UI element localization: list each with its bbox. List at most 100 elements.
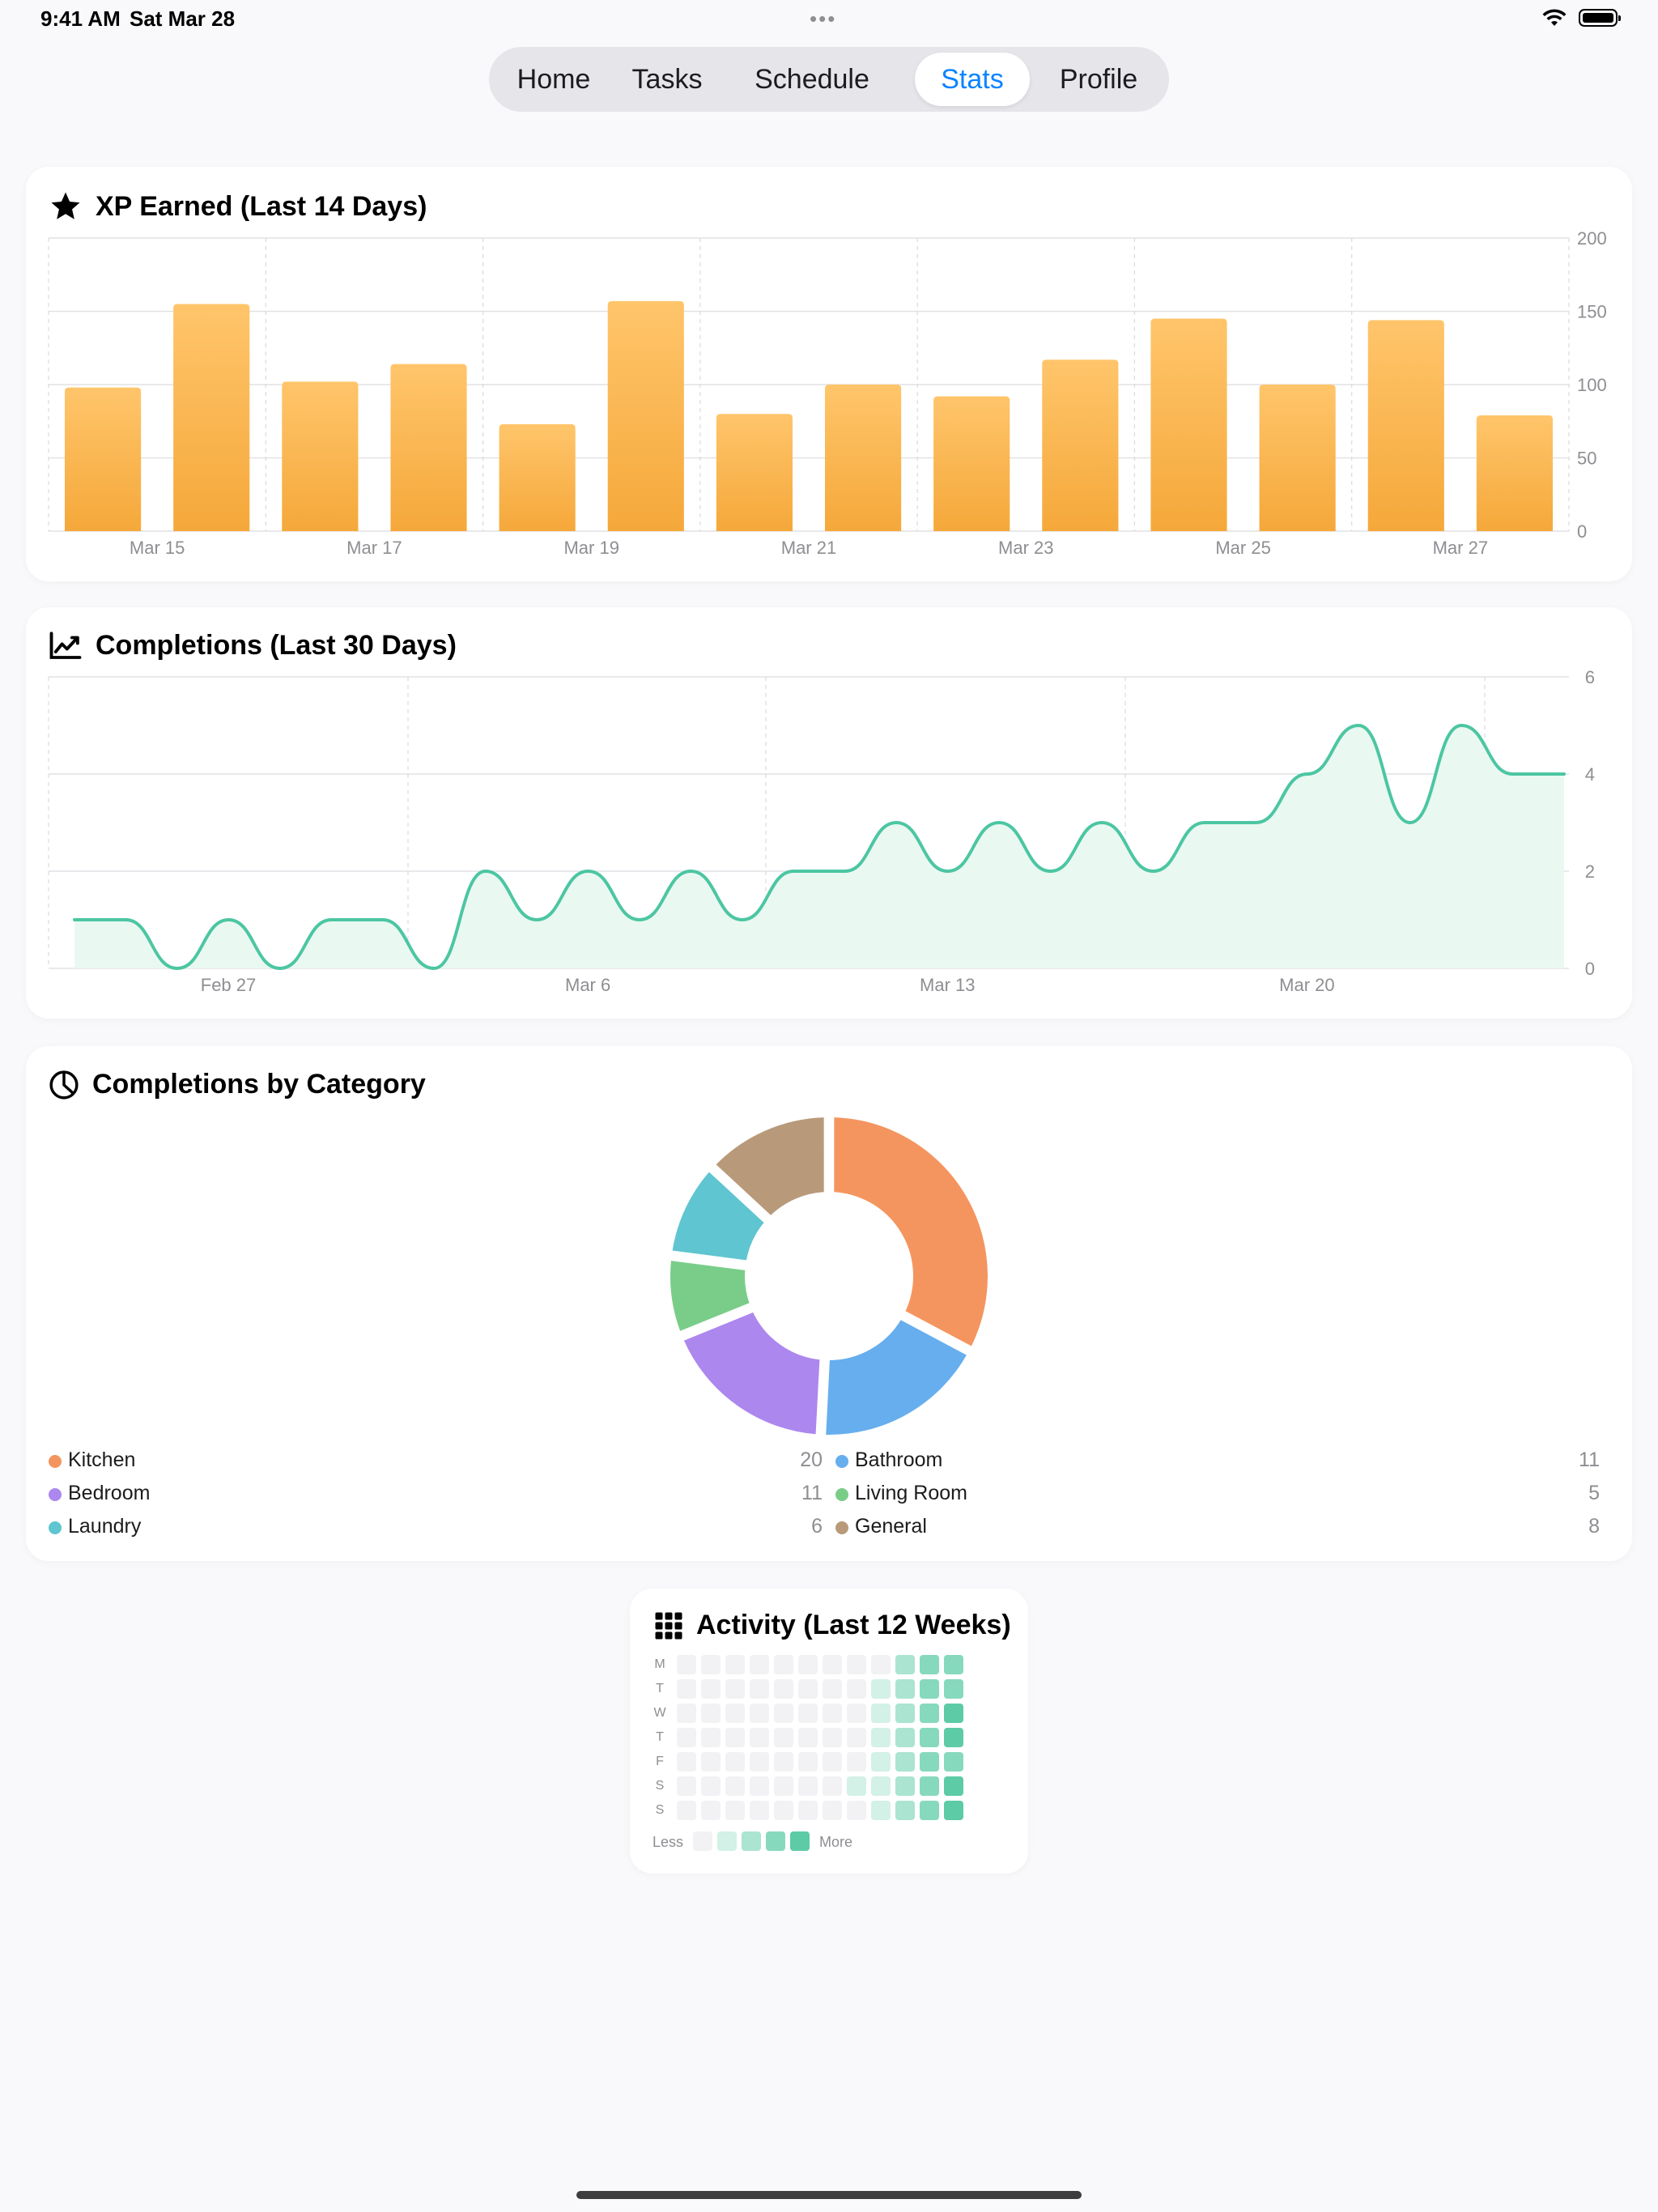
heatmap-cell[interactable] — [750, 1655, 769, 1674]
heatmap-cell[interactable] — [920, 1655, 939, 1674]
heatmap-cell[interactable] — [944, 1752, 963, 1772]
heatmap-cell[interactable] — [823, 1728, 842, 1747]
heatmap-cell[interactable] — [823, 1704, 842, 1723]
heatmap-cell[interactable] — [725, 1728, 745, 1747]
heatmap-cell[interactable] — [798, 1679, 818, 1699]
heatmap-cell[interactable] — [774, 1728, 793, 1747]
heatmap-cell[interactable] — [895, 1776, 915, 1796]
heatmap-cell[interactable] — [944, 1704, 963, 1723]
tab-home[interactable]: Home — [517, 64, 591, 95]
heatmap-cell[interactable] — [847, 1679, 866, 1699]
heatmap-cell[interactable] — [871, 1728, 891, 1747]
heatmap-cell[interactable] — [895, 1752, 915, 1772]
heatmap-cell[interactable] — [895, 1679, 915, 1699]
heatmap-cell[interactable] — [725, 1655, 745, 1674]
heatmap-cell[interactable] — [895, 1728, 915, 1747]
heatmap-cell[interactable] — [920, 1728, 939, 1747]
heatmap-legend-swatch — [790, 1831, 810, 1851]
heatmap-cell[interactable] — [895, 1655, 915, 1674]
heatmap-cell[interactable] — [677, 1655, 696, 1674]
heatmap-cell[interactable] — [847, 1728, 866, 1747]
heatmap-cell[interactable] — [750, 1704, 769, 1723]
heatmap-cell[interactable] — [750, 1776, 769, 1796]
heatmap-cell[interactable] — [847, 1776, 866, 1796]
heatmap-cell[interactable] — [725, 1704, 745, 1723]
heatmap-cell[interactable] — [798, 1704, 818, 1723]
legend-label: Kitchen — [68, 1448, 136, 1471]
heatmap-cell[interactable] — [895, 1704, 915, 1723]
heatmap-cell[interactable] — [677, 1801, 696, 1820]
xp-card-title: XP Earned (Last 14 Days) — [96, 190, 427, 222]
heatmap-cell[interactable] — [798, 1728, 818, 1747]
heatmap-cell[interactable] — [774, 1776, 793, 1796]
completions-card — [26, 607, 1632, 1019]
home-indicator[interactable] — [576, 2191, 1082, 2199]
heatmap-cell[interactable] — [847, 1752, 866, 1772]
tab-profile[interactable]: Profile — [1059, 64, 1138, 95]
heatmap-cell[interactable] — [701, 1776, 721, 1796]
legend-value: 5 — [1588, 1482, 1600, 1504]
heatmap-cell[interactable] — [823, 1801, 842, 1820]
heatmap-cell[interactable] — [847, 1801, 866, 1820]
grid-icon — [655, 1612, 682, 1639]
heatmap-cell[interactable] — [774, 1679, 793, 1699]
heatmap-cell[interactable] — [871, 1752, 891, 1772]
heatmap-cell[interactable] — [774, 1752, 793, 1772]
heatmap-cell[interactable] — [920, 1776, 939, 1796]
heatmap-cell[interactable] — [895, 1801, 915, 1820]
heatmap-cell[interactable] — [750, 1752, 769, 1772]
heatmap-cell[interactable] — [798, 1776, 818, 1796]
heatmap-cell[interactable] — [677, 1728, 696, 1747]
tab-tasks[interactable]: Tasks — [631, 64, 703, 95]
heatmap-cell[interactable] — [798, 1752, 818, 1772]
heatmap-cell[interactable] — [701, 1728, 721, 1747]
heatmap-cell[interactable] — [701, 1704, 721, 1723]
legend-color-dot — [835, 1488, 848, 1501]
heatmap-cell[interactable] — [823, 1655, 842, 1674]
heatmap-cell[interactable] — [798, 1801, 818, 1820]
heatmap-cell[interactable] — [750, 1801, 769, 1820]
heatmap-cell[interactable] — [774, 1655, 793, 1674]
heatmap-cell[interactable] — [920, 1801, 939, 1820]
heatmap-cell[interactable] — [774, 1704, 793, 1723]
heatmap-cell[interactable] — [701, 1679, 721, 1699]
heatmap-cell[interactable] — [750, 1728, 769, 1747]
heatmap-cell[interactable] — [677, 1776, 696, 1796]
heatmap-cell[interactable] — [677, 1704, 696, 1723]
heatmap-cell[interactable] — [871, 1655, 891, 1674]
heatmap-cell[interactable] — [823, 1679, 842, 1699]
heatmap-legend-swatch — [693, 1831, 712, 1851]
tab-schedule[interactable]: Schedule — [755, 64, 869, 95]
heatmap-cell[interactable] — [847, 1655, 866, 1674]
tab-stats[interactable]: Stats — [915, 53, 1030, 106]
heatmap-cell[interactable] — [920, 1679, 939, 1699]
heatmap-cell[interactable] — [944, 1728, 963, 1747]
multitasking-dots-icon[interactable]: ••• — [810, 6, 837, 31]
heatmap-cell[interactable] — [944, 1655, 963, 1674]
heatmap-cell[interactable] — [677, 1679, 696, 1699]
heatmap-cell[interactable] — [944, 1801, 963, 1820]
heatmap-cell[interactable] — [725, 1679, 745, 1699]
heatmap-cell[interactable] — [920, 1752, 939, 1772]
heatmap-cell[interactable] — [920, 1704, 939, 1723]
heatmap-cell[interactable] — [847, 1704, 866, 1723]
heatmap-cell[interactable] — [823, 1752, 842, 1772]
heatmap-cell[interactable] — [750, 1679, 769, 1699]
heatmap-cell[interactable] — [871, 1704, 891, 1723]
heatmap-cell[interactable] — [871, 1776, 891, 1796]
heatmap-cell[interactable] — [871, 1679, 891, 1699]
heatmap-cell[interactable] — [677, 1752, 696, 1772]
heatmap-cell[interactable] — [701, 1752, 721, 1772]
heatmap-cell[interactable] — [725, 1801, 745, 1820]
heatmap-cell[interactable] — [944, 1679, 963, 1699]
heatmap-cell[interactable] — [944, 1776, 963, 1796]
heatmap-cell[interactable] — [725, 1752, 745, 1772]
star-icon — [51, 192, 80, 219]
heatmap-cell[interactable] — [701, 1655, 721, 1674]
heatmap-cell[interactable] — [798, 1655, 818, 1674]
heatmap-cell[interactable] — [725, 1776, 745, 1796]
heatmap-cell[interactable] — [701, 1801, 721, 1820]
heatmap-cell[interactable] — [774, 1801, 793, 1820]
heatmap-cell[interactable] — [871, 1801, 891, 1820]
heatmap-cell[interactable] — [823, 1776, 842, 1796]
